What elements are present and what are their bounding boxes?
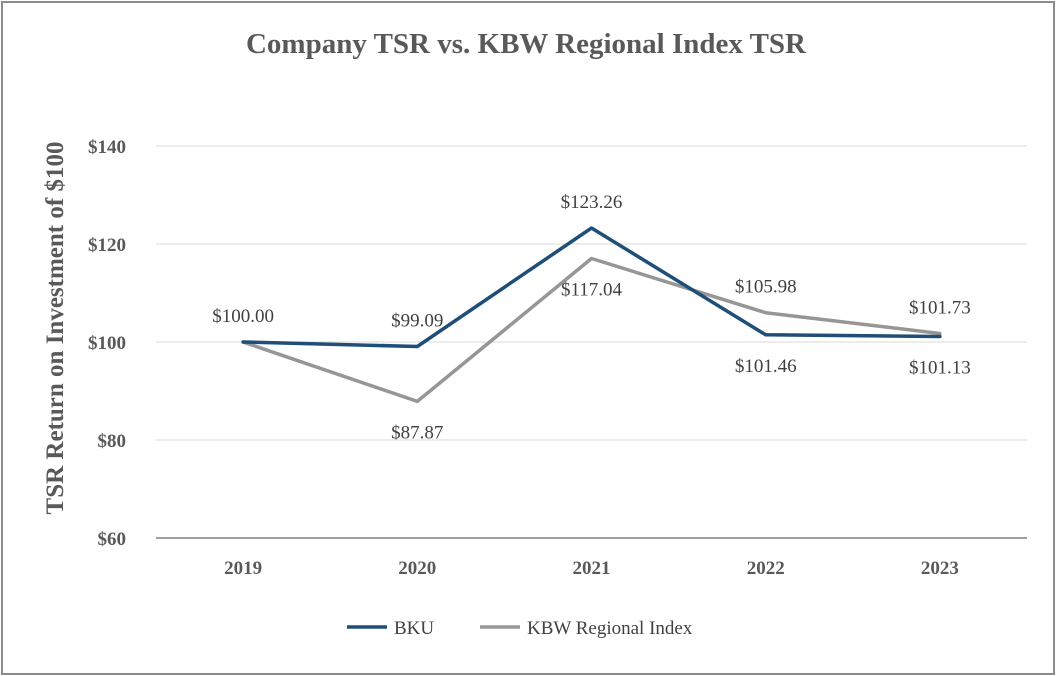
y-tick-label: $100 [88,333,126,354]
series-lines [241,226,942,404]
chart-svg: Company TSR vs. KBW Regional Index TSR T… [42,28,1027,639]
data-label: $117.04 [561,280,623,301]
y-tick-label: $80 [98,431,127,452]
y-tick-label: $60 [98,529,127,550]
data-label: $87.87 [391,422,443,443]
chart-title: Company TSR vs. KBW Regional Index TSR [246,28,807,60]
x-tick-label: 2019 [224,558,262,579]
data-label: $100.00 [212,306,274,327]
data-label: $101.13 [909,357,971,378]
legend: BKU KBW Regional Index [347,618,693,639]
data-label: $105.98 [735,277,797,298]
data-label: $99.09 [391,310,443,331]
y-axis-ticks: $60 $80 $100 $120 $140 [88,137,126,550]
legend-label: KBW Regional Index [527,618,693,639]
x-tick-label: 2021 [573,558,611,579]
y-axis-label: TSR Return on Investment of $100 [42,142,69,515]
data-label: $101.46 [735,356,797,377]
data-label: $101.73 [909,298,971,319]
series-line-kbw-regional-index [241,256,942,404]
x-tick-label: 2020 [398,558,436,579]
x-tick-label: 2023 [921,558,959,579]
x-tick-label: 2022 [747,558,785,579]
data-label: $123.26 [561,192,623,213]
series-line-bku [241,226,942,349]
y-tick-label: $120 [88,235,126,256]
data-labels: $100.00 $99.09 $123.26 $101.46 $101.13 $87.87… [212,192,971,443]
legend-label: BKU [394,618,434,639]
y-tick-label: $140 [88,137,126,158]
x-axis-ticks: 2019 2020 2021 2022 2023 [224,558,959,579]
